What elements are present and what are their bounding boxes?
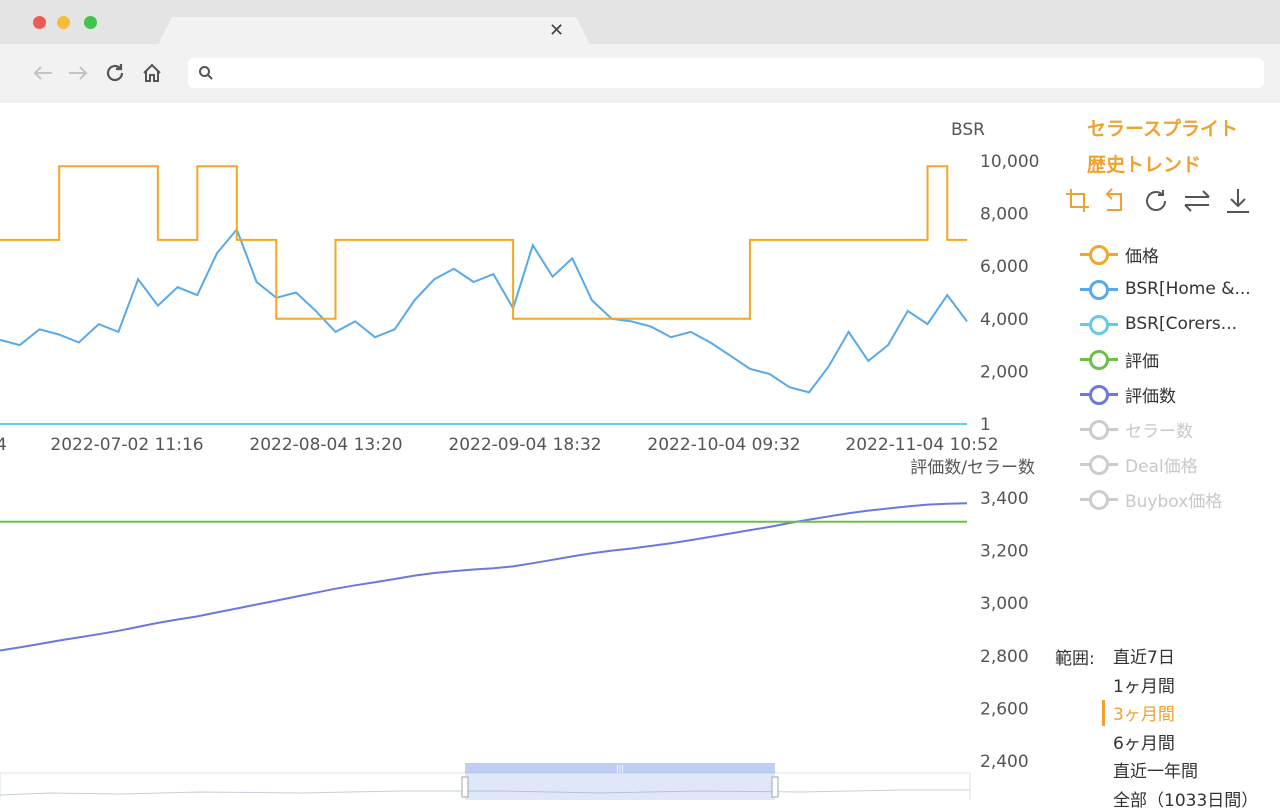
legend-item[interactable]: 評価	[1080, 346, 1159, 372]
legend-marker-icon	[1080, 348, 1118, 370]
y-tick-label: 2,400	[980, 752, 1029, 772]
range-option[interactable]: 1ヶ月間	[1113, 676, 1175, 697]
tab-close-icon[interactable]: ✕	[549, 20, 565, 41]
browser-chrome: ✕	[0, 0, 1280, 103]
legend-marker-icon	[1080, 243, 1118, 265]
maximize-window-button[interactable]	[84, 16, 97, 29]
legend-label: 価格	[1125, 246, 1159, 267]
crop-button[interactable]	[1063, 186, 1093, 216]
swap-button[interactable]	[1182, 186, 1212, 216]
legend-marker-icon	[1080, 453, 1118, 475]
y-tick-label: 6,000	[980, 257, 1029, 277]
download-button[interactable]	[1223, 186, 1253, 216]
slider-preview-line	[0, 789, 970, 796]
legend-marker-icon	[1080, 278, 1118, 300]
address-bar[interactable]	[188, 58, 1264, 88]
legend-label: セラー数	[1125, 421, 1193, 442]
home-button[interactable]	[139, 58, 165, 88]
trend-charts: BSR 10,000 8,000 6,000 4,000 2,000 1 4 2022-07-0…	[0, 120, 1039, 800]
y-axis-title: 評価数/セラー数	[910, 458, 1035, 478]
undo-crop-icon	[1105, 188, 1122, 211]
refresh-icon	[1146, 190, 1166, 211]
slider-right-handle[interactable]	[771, 776, 779, 798]
legend-item[interactable]: 評価数	[1080, 381, 1176, 407]
x-tick-label: 2022-08-04 13:20	[249, 435, 402, 455]
slider-grip-icon[interactable]: |||	[616, 764, 624, 773]
y-tick-label: 3,000	[980, 594, 1029, 614]
download-icon	[1227, 189, 1249, 213]
y-tick-label: 1	[980, 415, 991, 435]
arrow-left-icon	[33, 66, 52, 80]
slider-window-top[interactable]	[465, 763, 775, 773]
range-option[interactable]: 3ヶ月間	[1113, 705, 1175, 725]
legend-label: BSR[Corers...	[1125, 314, 1238, 334]
y-tick-label: 8,000	[980, 205, 1029, 225]
panel-title-line1: セラースプライト	[1087, 118, 1239, 140]
range-option[interactable]: 6ヶ月間	[1113, 733, 1175, 754]
slider-track	[0, 772, 971, 800]
legend-marker-icon	[1080, 383, 1118, 405]
bsr-price-chart: BSR 10,000 8,000 6,000 4,000 2,000 1 4 2022-07-0…	[0, 120, 1039, 455]
page-content: BSR 10,000 8,000 6,000 4,000 2,000 1 4 2022-07-0…	[0, 103, 1280, 800]
legend-marker-icon	[1080, 488, 1118, 510]
range-option[interactable]: 全部（1033日間）	[1113, 790, 1259, 811]
legend-label: Buybox価格	[1125, 491, 1223, 512]
reload-icon	[106, 64, 124, 82]
x-tick-label: 2022-09-04 18:32	[448, 435, 601, 455]
x-tick-label: 2022-11-04 10:52	[845, 435, 998, 455]
slider-window[interactable]	[465, 763, 775, 800]
y-tick-label: 3,200	[980, 542, 1029, 562]
search-icon	[199, 66, 213, 80]
range-option[interactable]: 直近一年間	[1113, 762, 1198, 782]
y-tick-label: 4,000	[980, 310, 1029, 330]
legend-item[interactable]: Deal価格	[1080, 451, 1198, 477]
series-line	[0, 227, 968, 394]
legend-item[interactable]: セラー数	[1080, 416, 1193, 442]
browser-tab[interactable]	[158, 17, 590, 45]
legend-item[interactable]: 価格	[1080, 241, 1159, 267]
close-window-button[interactable]	[33, 16, 46, 29]
range-slider[interactable]: |||	[0, 763, 971, 800]
slider-left-handle[interactable]	[461, 776, 469, 798]
forward-button[interactable]	[65, 58, 91, 88]
legend-label: 評価	[1125, 351, 1159, 372]
y-tick-label: 2,800	[980, 647, 1029, 667]
legend-item[interactable]: BSR[Corers...	[1080, 311, 1237, 337]
y-axis-title: BSR	[951, 120, 985, 140]
range-label: 範囲:	[1055, 649, 1095, 669]
y-tick-label: 3,400	[980, 489, 1029, 509]
back-button[interactable]	[30, 58, 56, 88]
swap-icon	[1184, 190, 1210, 212]
legend-marker-icon	[1080, 313, 1118, 335]
legend-label: 評価数	[1125, 386, 1176, 407]
home-icon	[143, 63, 161, 82]
x-tick-label: 4	[0, 435, 7, 455]
rating-count-chart: 評価数/セラー数 3,400 3,200 3,000 2,800 2,600 2,400	[0, 458, 1035, 772]
y-tick-label: 10,000	[980, 152, 1039, 172]
range-option[interactable]: 直近7日	[1113, 648, 1175, 668]
range-selected-indicator	[1102, 700, 1105, 726]
x-tick-label: 2022-07-02 11:16	[50, 435, 203, 455]
arrow-right-icon	[69, 66, 88, 80]
legend-label: BSR[Home &...	[1125, 279, 1251, 299]
reload-button[interactable]	[102, 58, 128, 88]
refresh-button[interactable]	[1141, 186, 1171, 216]
series-line	[0, 165, 967, 320]
crop-icon	[1066, 189, 1089, 212]
minimize-window-button[interactable]	[57, 16, 70, 29]
legend-label: Deal価格	[1125, 456, 1198, 477]
panel-title-line2: 歴史トレンド	[1087, 154, 1202, 176]
legend-item[interactable]: Buybox価格	[1080, 486, 1222, 512]
series-line	[0, 502, 968, 652]
undo-crop-button[interactable]	[1101, 186, 1131, 216]
legend-marker-icon	[1080, 418, 1118, 440]
y-tick-label: 2,000	[980, 362, 1029, 382]
x-tick-label: 2022-10-04 09:32	[647, 435, 800, 455]
y-tick-label: 2,600	[980, 699, 1029, 719]
legend-item[interactable]: BSR[Home &...	[1080, 276, 1251, 302]
